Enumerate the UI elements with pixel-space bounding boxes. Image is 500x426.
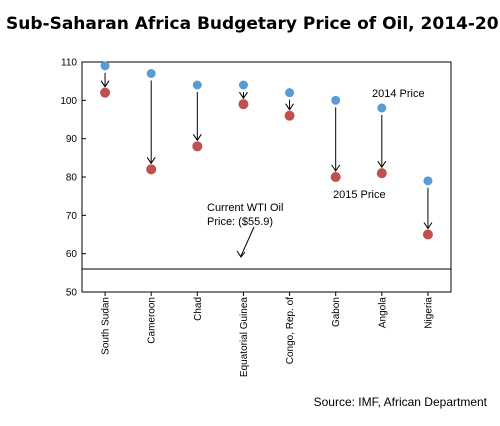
- point-2015: [330, 172, 341, 182]
- change-arrowhead: [146, 157, 156, 165]
- reference-label-line2: Price: ($55.9): [207, 216, 273, 228]
- chart-title: Sub-Saharan Africa Budgetary Price of Oi…: [6, 14, 500, 34]
- point-2014: [192, 80, 202, 90]
- y-tick-label: 70: [66, 211, 78, 222]
- point-2015: [238, 99, 249, 110]
- change-arrowhead: [239, 91, 248, 100]
- y-tick-label: 100: [60, 96, 77, 107]
- change-arrowhead: [331, 164, 341, 172]
- category-label: Angola: [377, 297, 388, 329]
- change-arrowhead: [377, 160, 387, 169]
- point-2015: [284, 110, 295, 121]
- change-arrowhead: [285, 103, 294, 111]
- y-tick-label: 50: [66, 288, 78, 299]
- y-axis: 50 60 70 80 90 100 110: [60, 58, 86, 299]
- point-2014: [238, 80, 248, 90]
- point-2015: [422, 229, 433, 240]
- point-2014: [377, 103, 387, 113]
- arrows: [100, 72, 433, 230]
- point-2015: [376, 168, 387, 179]
- category-label: Nigeria: [423, 297, 434, 329]
- y-tick-label: 110: [61, 58, 77, 69]
- data-points: [100, 61, 433, 240]
- y-tick-label: 60: [66, 249, 78, 260]
- category-label: Cameroon: [147, 297, 158, 344]
- y-tick-label: 80: [66, 173, 78, 184]
- reference-label-line1: Current WTI Oil: [207, 202, 283, 214]
- category-label: Chad: [193, 297, 204, 321]
- point-2014: [331, 95, 341, 105]
- point-2015: [146, 164, 157, 175]
- point-2014: [100, 61, 110, 71]
- reference-annotation-arrowhead: [236, 250, 246, 258]
- point-2015: [100, 87, 111, 98]
- category-label: Equatorial Guinea: [239, 297, 250, 377]
- reference-annotation-line: [240, 226, 255, 257]
- point-2015: [192, 141, 203, 152]
- legend-label-2015: 2015 Price: [333, 189, 386, 201]
- category-label: South Sudan: [101, 297, 112, 355]
- change-arrowhead: [100, 80, 110, 88]
- point-2014: [285, 88, 295, 98]
- legend-label-2014: 2014 Price: [372, 88, 425, 100]
- change-arrowhead: [192, 134, 202, 142]
- x-axis: South Sudan Cameroon Chad Equatorial Guinea…: [101, 292, 434, 377]
- source-note: Source: IMF, African Department: [314, 395, 488, 409]
- point-2014: [423, 176, 433, 186]
- category-label: Congo, Rep. of: [285, 297, 296, 364]
- point-2014: [146, 69, 156, 78]
- change-arrowhead: [423, 222, 433, 230]
- category-label: Gabon: [331, 297, 342, 327]
- y-tick-label: 90: [66, 134, 78, 145]
